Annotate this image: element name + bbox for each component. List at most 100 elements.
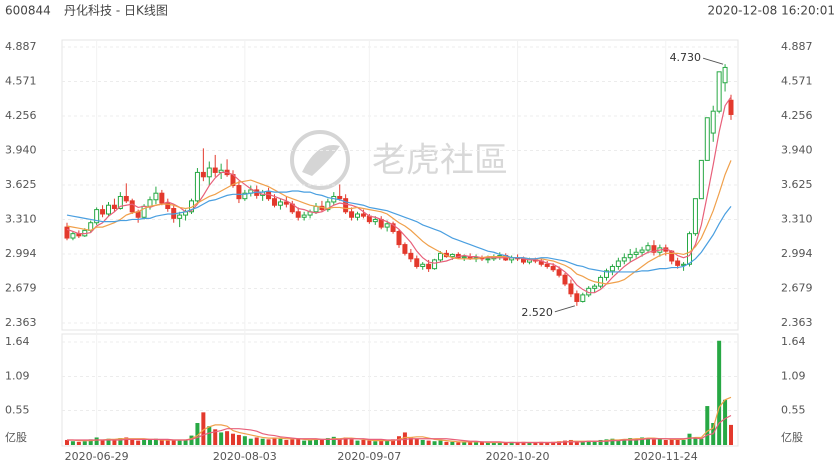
candle-body — [426, 263, 432, 270]
volume-bar — [521, 441, 526, 445]
volume-tick-label-right: 1.64 — [781, 335, 806, 348]
volume-bar — [444, 441, 449, 445]
ma-line — [66, 190, 732, 273]
y-tick-label-right: 3.940 — [781, 144, 813, 157]
volume-bar — [651, 439, 656, 445]
max-label: 4.730 — [670, 51, 702, 64]
candle-body — [272, 198, 277, 206]
candle-body — [568, 283, 574, 295]
candle-body — [396, 230, 402, 246]
y-tick-label: 4.256 — [5, 109, 37, 122]
volume-bar — [231, 433, 235, 445]
y-tick-label: 3.310 — [5, 212, 37, 225]
candle-body — [550, 265, 556, 271]
y-tick-label-right: 4.571 — [781, 75, 813, 88]
candle-body — [432, 259, 438, 270]
candle-body — [461, 256, 467, 259]
volume-bar — [349, 439, 354, 445]
volume-bar — [195, 423, 200, 445]
volume-bar — [640, 437, 645, 445]
volume-bar — [379, 439, 384, 445]
volume-bar — [319, 439, 324, 445]
candle-body — [295, 211, 301, 218]
volume-bar — [296, 438, 301, 445]
volume-bar — [242, 436, 247, 445]
volume-bar — [598, 439, 603, 445]
y-tick-label-right: 4.256 — [781, 109, 813, 122]
x-tick-label: 2020-09-07 — [337, 450, 401, 463]
volume-bar — [124, 437, 129, 445]
volume-bar — [88, 439, 93, 445]
volume-tick-label: 1.09 — [5, 370, 30, 383]
volume-bar — [94, 437, 99, 445]
candle-body — [194, 171, 200, 202]
candle-body — [687, 233, 692, 265]
candle-body — [402, 244, 408, 254]
volume-bar — [213, 429, 218, 445]
candle-body — [639, 249, 645, 253]
volume-bar — [474, 441, 479, 445]
y-tick-label: 2.994 — [5, 247, 37, 260]
candle-body — [621, 257, 627, 262]
candle-body — [343, 198, 349, 213]
volume-bar — [272, 437, 277, 445]
volume-bar — [468, 442, 473, 445]
volume-bar — [563, 440, 567, 445]
volume-bar — [201, 412, 206, 445]
y-tick-label: 2.679 — [5, 281, 37, 294]
candle-body — [627, 253, 633, 259]
y-tick-label: 3.625 — [5, 178, 37, 191]
volume-bar — [503, 442, 508, 445]
candle-body — [123, 195, 129, 202]
volume-unit: 亿股 — [5, 431, 27, 444]
volume-tick-label-right: 0.55 — [781, 403, 806, 416]
ma-line — [67, 414, 732, 444]
volume-bar — [290, 439, 295, 445]
volume-bar — [70, 441, 75, 445]
volume-bar — [284, 439, 289, 445]
candle-body — [485, 258, 491, 261]
candle-body — [70, 233, 76, 239]
volume-bar — [118, 438, 123, 445]
y-tick-label-right: 4.887 — [781, 40, 813, 53]
volume-bar — [153, 438, 158, 445]
volume-bar — [177, 440, 182, 445]
candle-body — [242, 192, 248, 200]
volume-bar — [687, 433, 692, 445]
candle-body — [449, 253, 455, 258]
y-tick-label-right: 3.625 — [781, 178, 813, 191]
y-tick-label-right: 2.363 — [781, 316, 813, 329]
volume-bar — [248, 438, 253, 445]
volume-bar — [592, 441, 597, 445]
volume-bar — [580, 441, 585, 445]
volume-bar — [385, 440, 390, 445]
volume-bar — [130, 439, 135, 445]
chart-title: 丹化科技 - 日K线图 — [64, 4, 168, 18]
candle-body — [604, 270, 609, 278]
volume-tick-label-right: 1.09 — [781, 370, 806, 383]
volume-bar — [414, 438, 419, 445]
volume-bar — [337, 438, 342, 445]
volume-bar — [646, 438, 650, 445]
volume-bar — [397, 436, 401, 445]
x-tick-label: 2020-08-03 — [213, 450, 277, 463]
volume-bar — [106, 438, 111, 445]
candle-body — [675, 260, 681, 266]
volume-bar — [159, 439, 164, 445]
volume-bar — [628, 438, 633, 445]
watermark: 老虎社區 — [372, 141, 508, 181]
volume-bar — [408, 437, 413, 445]
candle-body — [544, 263, 550, 267]
volume-bar — [136, 440, 141, 445]
volume-bar — [545, 442, 550, 445]
x-tick-label: 2020-06-29 — [65, 450, 129, 463]
volume-bar — [367, 440, 372, 445]
candle-body — [153, 192, 159, 201]
volume-bar — [355, 440, 360, 445]
volume-bar — [236, 434, 241, 445]
candle-body — [556, 269, 562, 276]
volume-bar — [254, 437, 259, 445]
candle-body — [236, 185, 242, 200]
volume-bar — [616, 439, 621, 445]
